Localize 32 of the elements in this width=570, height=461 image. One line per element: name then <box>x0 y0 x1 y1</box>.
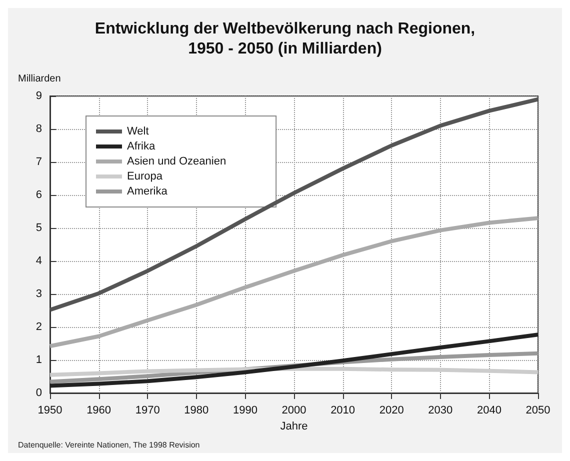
x-tick-label: 2020 <box>379 404 404 416</box>
legend-label: Afrika <box>127 140 156 152</box>
legend-label: Welt <box>127 126 149 138</box>
y-tick-label: 8 <box>36 123 42 135</box>
x-tick-label: 2050 <box>526 404 550 416</box>
y-tick-label: 6 <box>36 189 42 201</box>
y-tick-label: 4 <box>36 255 42 267</box>
line-series <box>48 332 540 388</box>
x-tick-label: 1950 <box>38 404 62 416</box>
y-tick-label: 1 <box>36 354 42 366</box>
x-tick-label: 1970 <box>135 404 160 416</box>
line-series <box>48 216 540 348</box>
x-tick-label: 1980 <box>184 404 209 416</box>
legend-label: Amerika <box>127 186 168 198</box>
x-axis-title: Jahre <box>280 420 308 432</box>
x-tick-label: 2010 <box>330 404 356 416</box>
legend-label: Asien und Ozeanien <box>127 156 226 168</box>
chart-title: Entwicklung der Weltbevölkerung nach Regionen, 1950 - 2050 (in Milliarden) <box>94 20 476 58</box>
y-tick-label: 7 <box>36 156 42 168</box>
x-tick-label: 2030 <box>428 404 453 416</box>
y-tick-label: 5 <box>36 222 42 234</box>
x-tick-label: 2000 <box>282 404 306 416</box>
x-tick-label: 1990 <box>232 404 258 416</box>
y-tick-label: 3 <box>36 288 42 300</box>
y-tick-label: 0 <box>36 387 42 399</box>
y-axis-title: Milliarden <box>18 74 61 84</box>
x-tick-label: 2040 <box>476 404 502 416</box>
text: Datenquelle: Vereinte Nationen, The 1998 Revision <box>18 440 200 450</box>
y-tick-label: 9 <box>36 90 42 102</box>
legend-label: Europa <box>127 170 164 182</box>
x-tick-label: 1960 <box>86 404 112 416</box>
y-tick-label: 2 <box>36 321 42 333</box>
